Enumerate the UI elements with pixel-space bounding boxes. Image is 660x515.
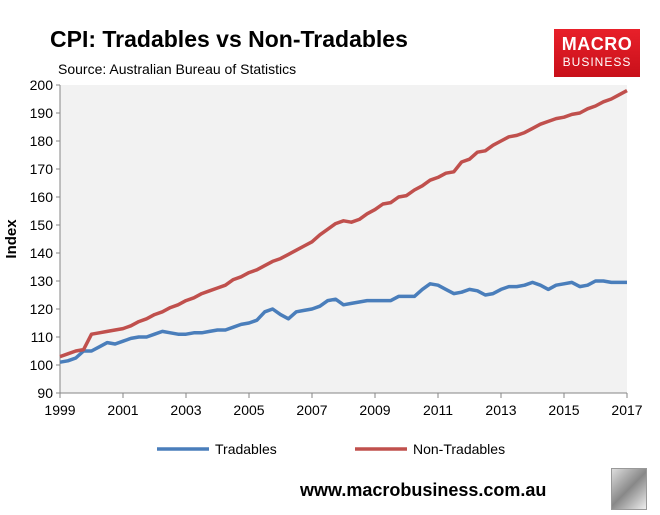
series-line-non-tradables: [59, 89, 628, 359]
legend-label: Tradables: [215, 441, 277, 457]
y-tick-label: 160: [30, 189, 54, 205]
series-line-tradables: [59, 279, 627, 364]
y-tick-label: 180: [30, 133, 54, 149]
x-tick-label: 2017: [611, 402, 642, 418]
legend-label: Non-Tradables: [413, 441, 505, 457]
y-tick-label: 110: [31, 329, 54, 345]
y-tick-label: 130: [30, 273, 54, 289]
x-tick-label: 2015: [548, 402, 579, 418]
x-tick-label: 2007: [296, 402, 327, 418]
chart-subtitle: Source: Australian Bureau of Statistics: [58, 61, 297, 77]
x-tick-label: 2009: [359, 402, 390, 418]
y-tick-label: 140: [30, 245, 54, 261]
x-tick-label: 2011: [423, 402, 453, 418]
y-tick-label: 150: [30, 217, 54, 233]
plot-area: [60, 85, 627, 393]
y-tick-label: 170: [30, 161, 54, 177]
footer-url: www.macrobusiness.com.au: [300, 480, 547, 500]
chart-title: CPI: Tradables vs Non-Tradables: [50, 26, 408, 52]
x-tick-label: 1999: [44, 402, 75, 418]
y-tick-label: 120: [30, 301, 54, 317]
y-tick-label: 90: [37, 385, 53, 401]
wolf-logo-icon: [611, 468, 647, 510]
logo-line2: BUSINESS: [562, 55, 632, 69]
x-tick-label: 2003: [170, 402, 201, 418]
y-tick-label: 200: [30, 77, 54, 93]
macrobusiness-logo: MACRO BUSINESS: [554, 29, 640, 77]
y-tick-label: 190: [30, 105, 54, 121]
x-tick-label: 2013: [485, 402, 516, 418]
x-tick-label: 2005: [233, 402, 264, 418]
y-tick-label: 100: [30, 357, 54, 373]
line-chart: 90 100 110 120 130 140 150 160 170 180 190 200 1999 2…: [3, 77, 643, 457]
y-axis-label: Index: [3, 219, 20, 259]
x-tick-label: 2001: [107, 402, 138, 418]
logo-line1: MACRO: [561, 34, 633, 54]
